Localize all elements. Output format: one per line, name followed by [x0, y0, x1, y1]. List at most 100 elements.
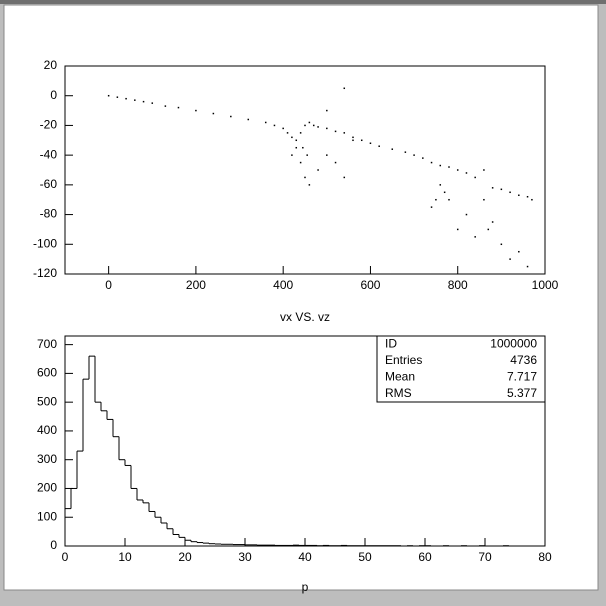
- stats-box: [376, 335, 546, 403]
- x-tick-label: 80: [538, 550, 552, 564]
- point: [125, 97, 127, 100]
- point: [369, 142, 372, 145]
- point: [326, 127, 328, 130]
- x-tick-label: 1000: [532, 278, 559, 292]
- point: [531, 198, 533, 201]
- point: [282, 127, 284, 130]
- point: [413, 154, 415, 156]
- x-tick-label: 200: [186, 278, 206, 292]
- stats-value: 1000000: [490, 336, 537, 350]
- point: [304, 176, 306, 179]
- point: [526, 265, 529, 268]
- point: [334, 130, 337, 133]
- point: [378, 145, 380, 147]
- point: [474, 176, 476, 179]
- point: [247, 118, 250, 121]
- x-tick-label: 600: [360, 278, 380, 292]
- y-tick-label: -60: [40, 177, 58, 191]
- point: [483, 198, 485, 201]
- canvas: [3, 4, 599, 591]
- point: [448, 166, 450, 168]
- point: [500, 188, 503, 191]
- x-tick-label: 70: [478, 550, 492, 564]
- point: [518, 194, 520, 197]
- y-tick-label: 700: [37, 337, 57, 351]
- point: [465, 213, 468, 216]
- stats-value: 7.717: [507, 369, 537, 383]
- point: [326, 154, 328, 156]
- point: [430, 206, 433, 208]
- point: [518, 250, 520, 253]
- point: [487, 228, 490, 231]
- point: [352, 136, 354, 139]
- point: [177, 106, 180, 109]
- point: [312, 124, 315, 127]
- y-tick-label: -120: [33, 266, 57, 280]
- point: [500, 243, 503, 246]
- point: [308, 184, 311, 186]
- point: [317, 169, 319, 171]
- point: [483, 169, 485, 171]
- point: [435, 198, 437, 201]
- x-tick-label: 60: [418, 550, 432, 564]
- point: [439, 184, 442, 186]
- point: [343, 132, 346, 134]
- x-tick-label: 50: [358, 550, 372, 564]
- y-tick-label: 400: [37, 423, 57, 437]
- point: [352, 139, 354, 142]
- x-tick-label: 0: [62, 550, 69, 564]
- y-tick-label: 100: [37, 509, 57, 523]
- point: [439, 164, 442, 167]
- point: [430, 161, 433, 164]
- point: [456, 169, 459, 171]
- point: [299, 161, 302, 164]
- point: [404, 151, 407, 153]
- point: [212, 112, 215, 115]
- point: [142, 100, 145, 103]
- point: [326, 109, 328, 112]
- point: [151, 102, 154, 104]
- point: [509, 258, 511, 260]
- stats-label: Mean: [385, 369, 415, 383]
- x-tick-label: 20: [178, 550, 192, 564]
- point: [443, 191, 446, 194]
- point: [230, 115, 232, 118]
- y-tick-label: -80: [40, 207, 58, 221]
- point: [474, 236, 476, 238]
- point: [264, 121, 267, 124]
- stats-label: ID: [385, 336, 397, 350]
- point: [295, 146, 298, 149]
- point: [422, 157, 424, 159]
- x-tick-label: 30: [238, 550, 252, 564]
- point: [195, 109, 197, 112]
- point: [107, 94, 110, 97]
- x-tick-label: 400: [273, 278, 293, 292]
- point: [286, 132, 289, 134]
- point: [509, 191, 511, 194]
- y-tick-label: 200: [37, 481, 57, 495]
- point: [491, 187, 494, 189]
- y-tick-label: 0: [50, 88, 57, 102]
- y-tick-label: -40: [40, 147, 58, 161]
- point: [391, 148, 394, 150]
- point: [291, 154, 293, 156]
- point: [448, 198, 450, 201]
- point: [360, 139, 363, 142]
- point: [116, 96, 119, 98]
- point: [273, 124, 276, 127]
- point: [317, 126, 319, 128]
- point: [465, 172, 468, 174]
- y-tick-label: 0: [50, 538, 57, 552]
- x-axis-label: p: [302, 580, 309, 594]
- point: [295, 139, 298, 142]
- point: [343, 176, 346, 179]
- point: [164, 105, 167, 107]
- stats-value: 4736: [510, 353, 537, 367]
- plot-frame: [64, 65, 546, 275]
- y-tick-label: -20: [40, 118, 58, 132]
- point: [304, 124, 306, 127]
- point: [343, 87, 346, 90]
- y-tick-label: 600: [37, 366, 57, 380]
- stats-label: RMS: [385, 386, 412, 400]
- point: [302, 146, 304, 149]
